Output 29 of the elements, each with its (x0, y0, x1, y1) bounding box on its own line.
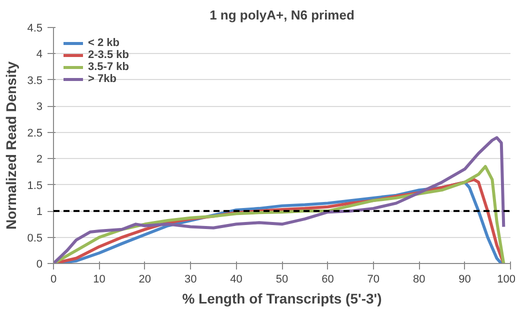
x-tick-label: 90 (458, 274, 471, 286)
legend-label: < 2 kb (88, 37, 120, 49)
legend-label: 3.5-7 kb (88, 61, 129, 73)
x-tick-label: 40 (230, 274, 242, 286)
x-tick-label: 100 (497, 274, 516, 286)
y-tick-label: 2 (36, 154, 43, 166)
y-tick-label: 2.5 (27, 127, 43, 140)
x-tick-label: 10 (93, 274, 106, 286)
x-tick-label: 20 (138, 274, 152, 286)
y-tick-label: 1.5 (27, 180, 43, 192)
x-tick-label: 0 (50, 274, 57, 286)
x-tick-label: 30 (184, 274, 197, 286)
x-tick-label: 70 (367, 274, 380, 286)
y-tick-label: 3.5 (27, 74, 43, 87)
y-axis-title: Normalized Read Density (3, 61, 20, 230)
legend-label: > 7kb (88, 73, 116, 85)
x-tick-label: 50 (276, 274, 288, 286)
x-tick-label: 60 (322, 274, 334, 286)
y-tick-label: 1 (36, 206, 43, 218)
chart-title: 1 ng polyA+, N6 primed (210, 8, 354, 22)
legend-label: 2-3.5 kb (88, 49, 129, 61)
y-tick-label: 3 (36, 101, 43, 114)
y-tick-label: 0.5 (27, 232, 43, 244)
y-tick-label: 0 (36, 258, 43, 270)
y-tick-label: 4.5 (27, 22, 43, 34)
x-tick-label: 80 (412, 274, 426, 286)
x-axis-title: % Length of Transcripts (5'-3') (182, 290, 382, 306)
line-series (54, 136, 506, 264)
y-tick-label: 4 (36, 48, 43, 61)
